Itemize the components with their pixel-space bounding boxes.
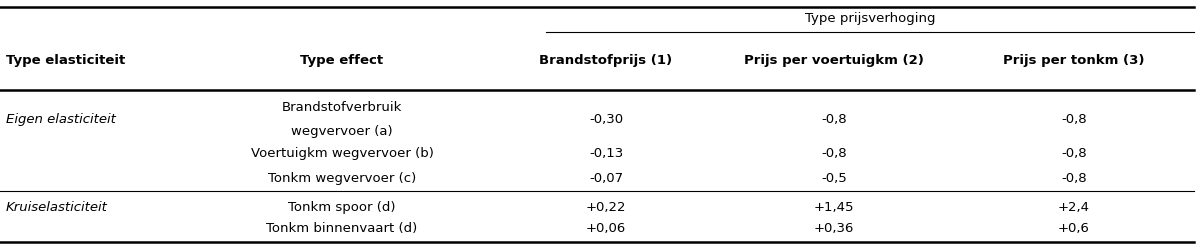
Text: Eigen elasticiteit: Eigen elasticiteit	[6, 113, 116, 126]
Text: Prijs per tonkm (3): Prijs per tonkm (3)	[1003, 54, 1145, 67]
Text: -0,8: -0,8	[821, 113, 847, 126]
Text: Type elasticiteit: Type elasticiteit	[6, 54, 125, 67]
Text: Tonkm binnenvaart (d): Tonkm binnenvaart (d)	[266, 222, 418, 235]
Text: +0,22: +0,22	[586, 201, 626, 214]
Text: -0,30: -0,30	[589, 113, 623, 126]
Text: -0,13: -0,13	[589, 147, 623, 160]
Text: Brandstofprijs (1): Brandstofprijs (1)	[540, 54, 672, 67]
Text: wegvervoer (a): wegvervoer (a)	[292, 125, 392, 138]
Text: Prijs per voertuigkm (2): Prijs per voertuigkm (2)	[744, 54, 924, 67]
Text: +1,45: +1,45	[814, 201, 854, 214]
Text: -0,8: -0,8	[1061, 113, 1087, 126]
Text: +0,6: +0,6	[1058, 222, 1090, 235]
Text: -0,8: -0,8	[1061, 147, 1087, 160]
Text: Kruiselasticiteit: Kruiselasticiteit	[6, 201, 108, 214]
Text: -0,8: -0,8	[821, 147, 847, 160]
Text: Brandstofverbruik: Brandstofverbruik	[282, 101, 402, 113]
Text: Tonkm wegvervoer (c): Tonkm wegvervoer (c)	[268, 172, 416, 185]
Text: -0,5: -0,5	[821, 172, 847, 185]
Text: -0,8: -0,8	[1061, 172, 1087, 185]
Text: +2,4: +2,4	[1058, 201, 1090, 214]
Text: Voertuigkm wegvervoer (b): Voertuigkm wegvervoer (b)	[251, 147, 433, 160]
Text: -0,07: -0,07	[589, 172, 623, 185]
Text: Tonkm spoor (d): Tonkm spoor (d)	[288, 201, 396, 214]
Text: +0,36: +0,36	[814, 222, 854, 235]
Text: +0,06: +0,06	[586, 222, 626, 235]
Text: Type prijsverhoging: Type prijsverhoging	[805, 12, 935, 25]
Text: Type effect: Type effect	[300, 54, 384, 67]
